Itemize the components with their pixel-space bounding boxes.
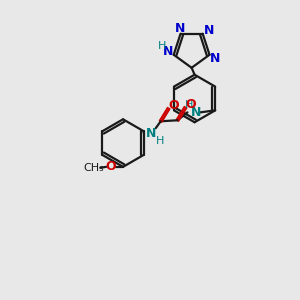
Text: CH₃: CH₃ [83, 163, 104, 173]
Text: N: N [146, 127, 156, 140]
Text: N: N [210, 52, 220, 65]
Text: O: O [185, 98, 196, 111]
Text: N: N [176, 22, 186, 35]
Text: N: N [163, 45, 173, 58]
Text: N: N [203, 24, 214, 37]
Text: H: H [155, 136, 164, 146]
Text: O: O [168, 99, 179, 112]
Text: H: H [185, 100, 194, 110]
Text: H: H [158, 41, 166, 51]
Text: O: O [106, 160, 116, 173]
Text: N: N [191, 106, 202, 119]
